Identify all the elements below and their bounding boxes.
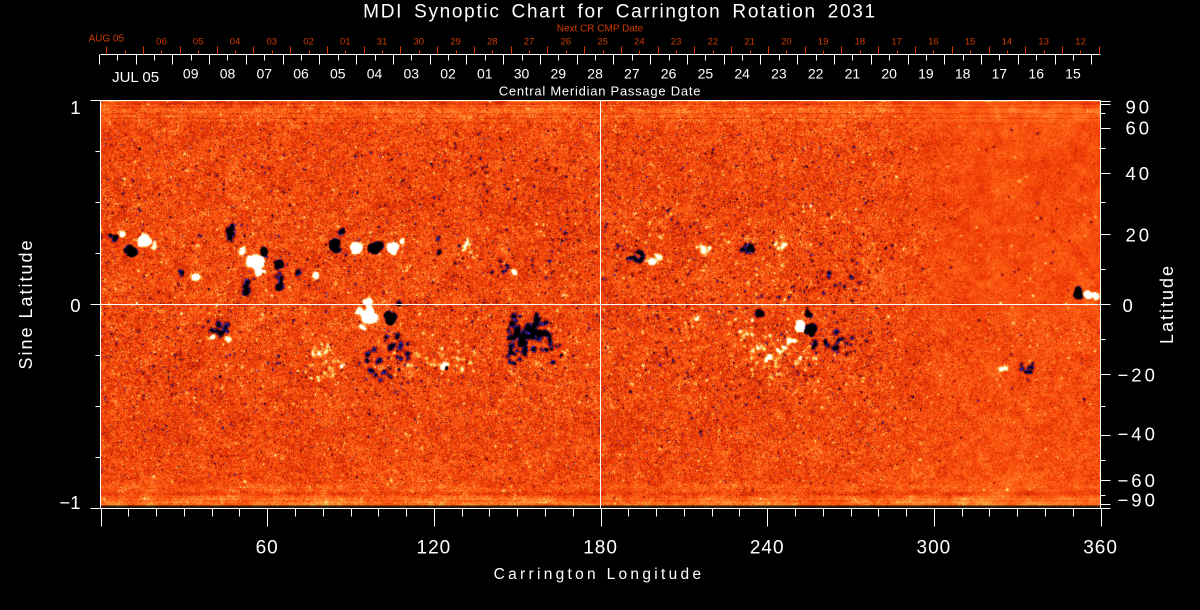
svg-text:09: 09 — [183, 66, 199, 82]
svg-text:03: 03 — [266, 37, 277, 48]
svg-text:22: 22 — [808, 66, 824, 82]
svg-text:24: 24 — [634, 37, 645, 48]
svg-text:04: 04 — [230, 37, 241, 48]
svg-text:23: 23 — [771, 66, 787, 82]
svg-text:20: 20 — [881, 66, 897, 82]
svg-text:17: 17 — [891, 37, 902, 48]
svg-text:03: 03 — [403, 66, 419, 82]
svg-text:0: 0 — [1123, 295, 1136, 316]
svg-text:90: 90 — [1126, 97, 1153, 118]
svg-text:360: 360 — [1083, 538, 1118, 559]
svg-text:26: 26 — [661, 66, 677, 82]
svg-text:29: 29 — [551, 66, 567, 82]
svg-text:06: 06 — [156, 37, 167, 48]
svg-text:02: 02 — [440, 66, 456, 82]
svg-text:18: 18 — [955, 66, 971, 82]
svg-text:−20: −20 — [1118, 365, 1158, 386]
svg-text:21: 21 — [845, 66, 861, 82]
svg-text:120: 120 — [417, 538, 452, 559]
svg-text:22: 22 — [708, 37, 719, 48]
svg-text:−90: −90 — [1118, 490, 1158, 511]
svg-text:13: 13 — [1038, 37, 1049, 48]
svg-text:40: 40 — [1126, 163, 1153, 184]
svg-text:AUG 05: AUG 05 — [89, 34, 125, 45]
svg-text:16: 16 — [1028, 66, 1044, 82]
svg-text:15: 15 — [965, 37, 976, 48]
svg-text:−60: −60 — [1118, 470, 1158, 491]
svg-text:28: 28 — [487, 37, 498, 48]
svg-text:60: 60 — [256, 538, 279, 559]
svg-text:08: 08 — [220, 66, 236, 82]
svg-text:07: 07 — [256, 66, 272, 82]
svg-text:25: 25 — [698, 66, 714, 82]
svg-text:19: 19 — [918, 66, 934, 82]
svg-text:12: 12 — [1075, 37, 1086, 48]
svg-text:21: 21 — [744, 37, 755, 48]
svg-text:60: 60 — [1126, 118, 1153, 139]
svg-text:29: 29 — [450, 37, 461, 48]
svg-text:Next CR CMP Date: Next CR CMP Date — [557, 24, 644, 35]
svg-text:30: 30 — [514, 66, 530, 82]
svg-text:20: 20 — [1126, 225, 1153, 246]
svg-text:01: 01 — [477, 66, 493, 82]
svg-text:25: 25 — [597, 37, 608, 48]
svg-text:0: 0 — [70, 295, 80, 316]
svg-text:−1: −1 — [59, 492, 80, 513]
svg-text:300: 300 — [917, 538, 952, 559]
svg-text:14: 14 — [1002, 37, 1013, 48]
svg-text:04: 04 — [367, 66, 383, 82]
svg-text:02: 02 — [303, 37, 314, 48]
svg-text:180: 180 — [583, 538, 618, 559]
svg-text:30: 30 — [413, 37, 424, 48]
svg-text:240: 240 — [750, 538, 785, 559]
svg-text:15: 15 — [1065, 66, 1081, 82]
svg-text:05: 05 — [193, 37, 204, 48]
svg-text:24: 24 — [734, 66, 750, 82]
svg-text:Central Meridian Passage Date: Central Meridian Passage Date — [499, 84, 701, 99]
svg-text:JUL 05: JUL 05 — [112, 69, 159, 86]
svg-text:01: 01 — [340, 37, 351, 48]
svg-text:Carrington Longitude: Carrington Longitude — [494, 566, 705, 583]
svg-text:Latitude: Latitude — [1157, 264, 1177, 344]
svg-text:31: 31 — [377, 37, 388, 48]
svg-text:Sine Latitude: Sine Latitude — [16, 238, 36, 369]
svg-text:23: 23 — [671, 37, 682, 48]
svg-text:17: 17 — [992, 66, 1008, 82]
svg-text:18: 18 — [855, 37, 866, 48]
svg-text:27: 27 — [624, 66, 640, 82]
svg-text:28: 28 — [587, 66, 603, 82]
svg-text:19: 19 — [818, 37, 829, 48]
svg-text:06: 06 — [293, 66, 309, 82]
svg-text:−40: −40 — [1118, 424, 1158, 445]
svg-text:05: 05 — [330, 66, 346, 82]
svg-text:MDI Synoptic Chart for Carring: MDI Synoptic Chart for Carrington Rotati… — [363, 2, 877, 23]
svg-text:1: 1 — [70, 97, 80, 118]
svg-text:16: 16 — [928, 37, 939, 48]
svg-text:27: 27 — [524, 37, 535, 48]
svg-text:20: 20 — [781, 37, 792, 48]
svg-text:26: 26 — [561, 37, 572, 48]
